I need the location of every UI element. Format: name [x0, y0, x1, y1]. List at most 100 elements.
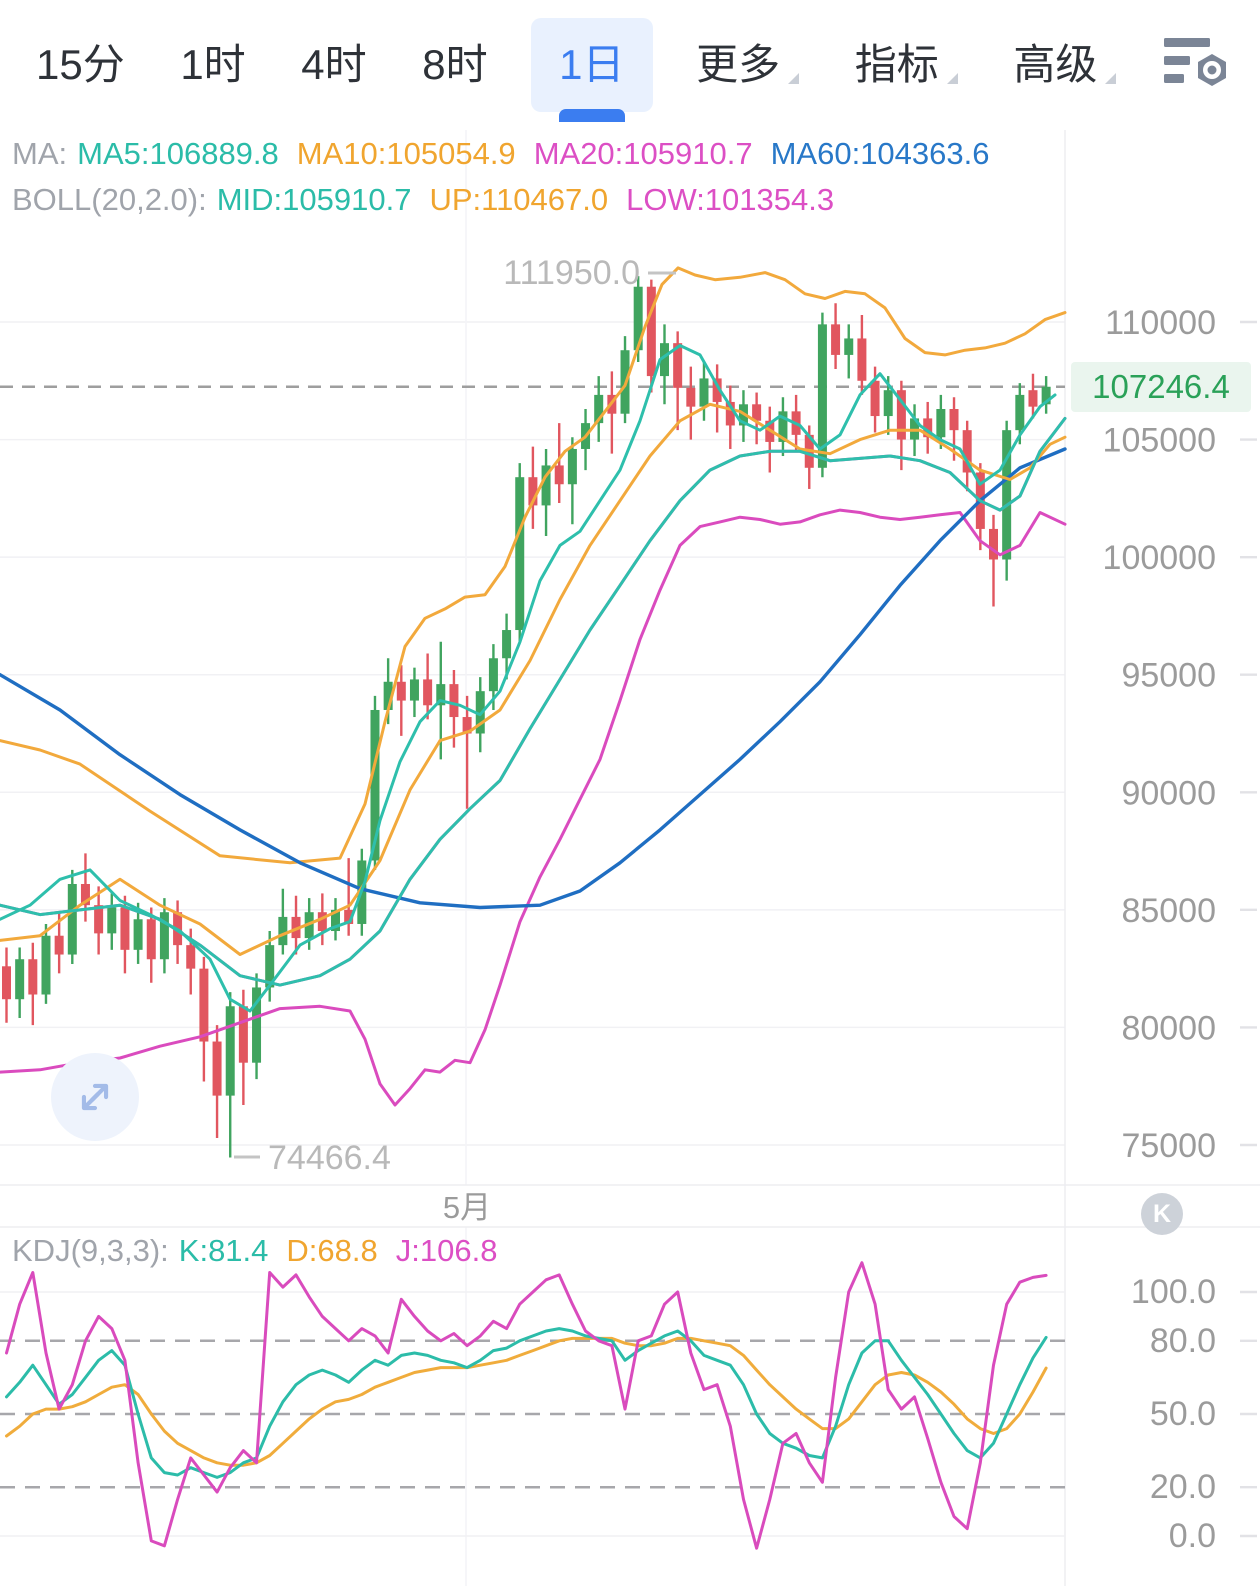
candle-body	[462, 717, 472, 734]
candle-body	[344, 909, 354, 924]
kdj-legend: KDJ(9,3,3): K:81.4 D:68.8 J:106.8	[12, 1233, 515, 1269]
caret-down-icon	[946, 73, 958, 84]
kdj-k-line	[5, 1327, 1048, 1479]
legend-item: UP:110467.0	[429, 182, 609, 217]
kdj-axis-label: 20.0	[1150, 1468, 1216, 1506]
tab-15m[interactable]: 15分	[24, 26, 137, 104]
y-axis-label: 95000	[1121, 657, 1216, 695]
candle-body	[883, 390, 893, 417]
tab-label: 15分	[36, 41, 125, 88]
legend-item: LOW:101354.3	[626, 182, 835, 217]
highlow-labels: 111950.0 74466.4	[234, 254, 676, 1177]
candle-body	[120, 907, 130, 950]
kdj-axis-label: 80.0	[1150, 1322, 1216, 1360]
candle-body	[94, 905, 104, 934]
candle-body	[844, 338, 854, 355]
candle-body	[396, 681, 406, 701]
candle-body	[936, 409, 946, 438]
candle-body	[554, 465, 564, 485]
candle-body	[409, 679, 419, 701]
candle-body	[817, 324, 827, 468]
candle-body	[436, 684, 446, 706]
boll-legend: BOLL(20,2.0): MID:105910.7 UP:110467.0 LOW:…	[12, 182, 852, 218]
fullscreen-button[interactable]	[51, 1053, 139, 1141]
kdj-d-line	[5, 1336, 1048, 1467]
tab-label: 8时	[422, 41, 488, 88]
y-axis-label: 90000	[1121, 774, 1216, 812]
candle-body	[778, 411, 788, 442]
candle-body	[686, 387, 696, 407]
kdj-axis-label: 0.0	[1169, 1517, 1216, 1555]
list-gear-icon	[1163, 38, 1226, 86]
tab-label: 4时	[301, 41, 367, 88]
candle-body	[2, 966, 11, 1000]
tab-8h[interactable]: 8时	[410, 26, 499, 104]
tab-more[interactable]: 更多	[684, 26, 811, 104]
tab-label: 高级	[1013, 41, 1098, 88]
ma60-line	[0, 447, 1067, 910]
candle-body	[567, 448, 577, 485]
candle-body	[370, 709, 380, 861]
tab-4h[interactable]: 4时	[289, 26, 378, 104]
tab-1d[interactable]: 1日	[531, 18, 653, 122]
candle-body	[238, 1006, 248, 1063]
tab-1h[interactable]: 1时	[168, 26, 257, 104]
expand-arrows-icon	[81, 1083, 109, 1111]
candle-body	[423, 679, 433, 706]
candle-body	[28, 959, 38, 995]
candle-body	[67, 883, 77, 955]
legend-item: MA60:104363.6	[770, 136, 990, 171]
candle-body	[1041, 386, 1051, 405]
candle-body	[725, 401, 735, 426]
kdj-axis-label: 50.0	[1150, 1395, 1216, 1433]
legend-item: J:106.8	[395, 1233, 498, 1268]
candle-body	[331, 909, 340, 932]
kdj-panel-badge[interactable]: K	[1141, 1193, 1183, 1235]
ma5-line	[0, 344, 1057, 1013]
candle-body	[449, 684, 459, 718]
x-axis-label: 5月	[443, 1190, 491, 1225]
legend-item: MA20:105910.7	[533, 136, 753, 171]
boll-low-line	[0, 508, 1067, 1107]
indicator-lines	[0, 266, 1067, 1107]
candle-body	[515, 477, 525, 631]
legend-item: K:81.4	[178, 1233, 269, 1268]
candle-body	[317, 912, 327, 932]
caret-down-icon	[788, 73, 800, 84]
y-axis-label: 110000	[1105, 304, 1216, 342]
candle-body	[1002, 430, 1012, 560]
candle-body	[133, 919, 143, 950]
tab-label: 1时	[180, 41, 246, 88]
kdj-axis-label: 100.0	[1131, 1273, 1216, 1311]
candle-body	[278, 916, 288, 946]
legend-item: MA5:106889.8	[77, 136, 279, 171]
candle-body	[252, 987, 262, 1063]
candle-body	[699, 378, 709, 407]
candle-body	[54, 935, 64, 955]
candle-body	[528, 477, 538, 506]
candle-body	[541, 465, 551, 506]
period-low-label: 74466.4	[268, 1139, 391, 1177]
legend-prefix: BOLL(20,2.0):	[12, 182, 207, 217]
candlestick-series	[2, 276, 1051, 1158]
candle-body	[383, 681, 393, 710]
candle-body	[80, 883, 90, 906]
boll-up-line	[0, 266, 1067, 865]
candle-body	[291, 916, 301, 939]
tab-advanced[interactable]: 高级	[1001, 26, 1128, 104]
candle-body	[633, 286, 643, 351]
tab-label: 指标	[854, 41, 939, 88]
candle-body	[1028, 390, 1038, 407]
period-high-label: 111950.0	[503, 254, 640, 292]
candle-body	[923, 418, 933, 438]
candle-body	[186, 945, 196, 969]
active-tab-indicator	[558, 109, 625, 122]
last-price-badge: 107246.4	[1071, 362, 1251, 412]
tab-label: 1日	[559, 41, 625, 88]
candle-body	[870, 380, 880, 417]
candle-body	[752, 404, 762, 421]
tab-indicators[interactable]: 指标	[843, 26, 970, 104]
chart-settings-button[interactable]	[1160, 32, 1236, 98]
candle-body	[673, 343, 683, 388]
